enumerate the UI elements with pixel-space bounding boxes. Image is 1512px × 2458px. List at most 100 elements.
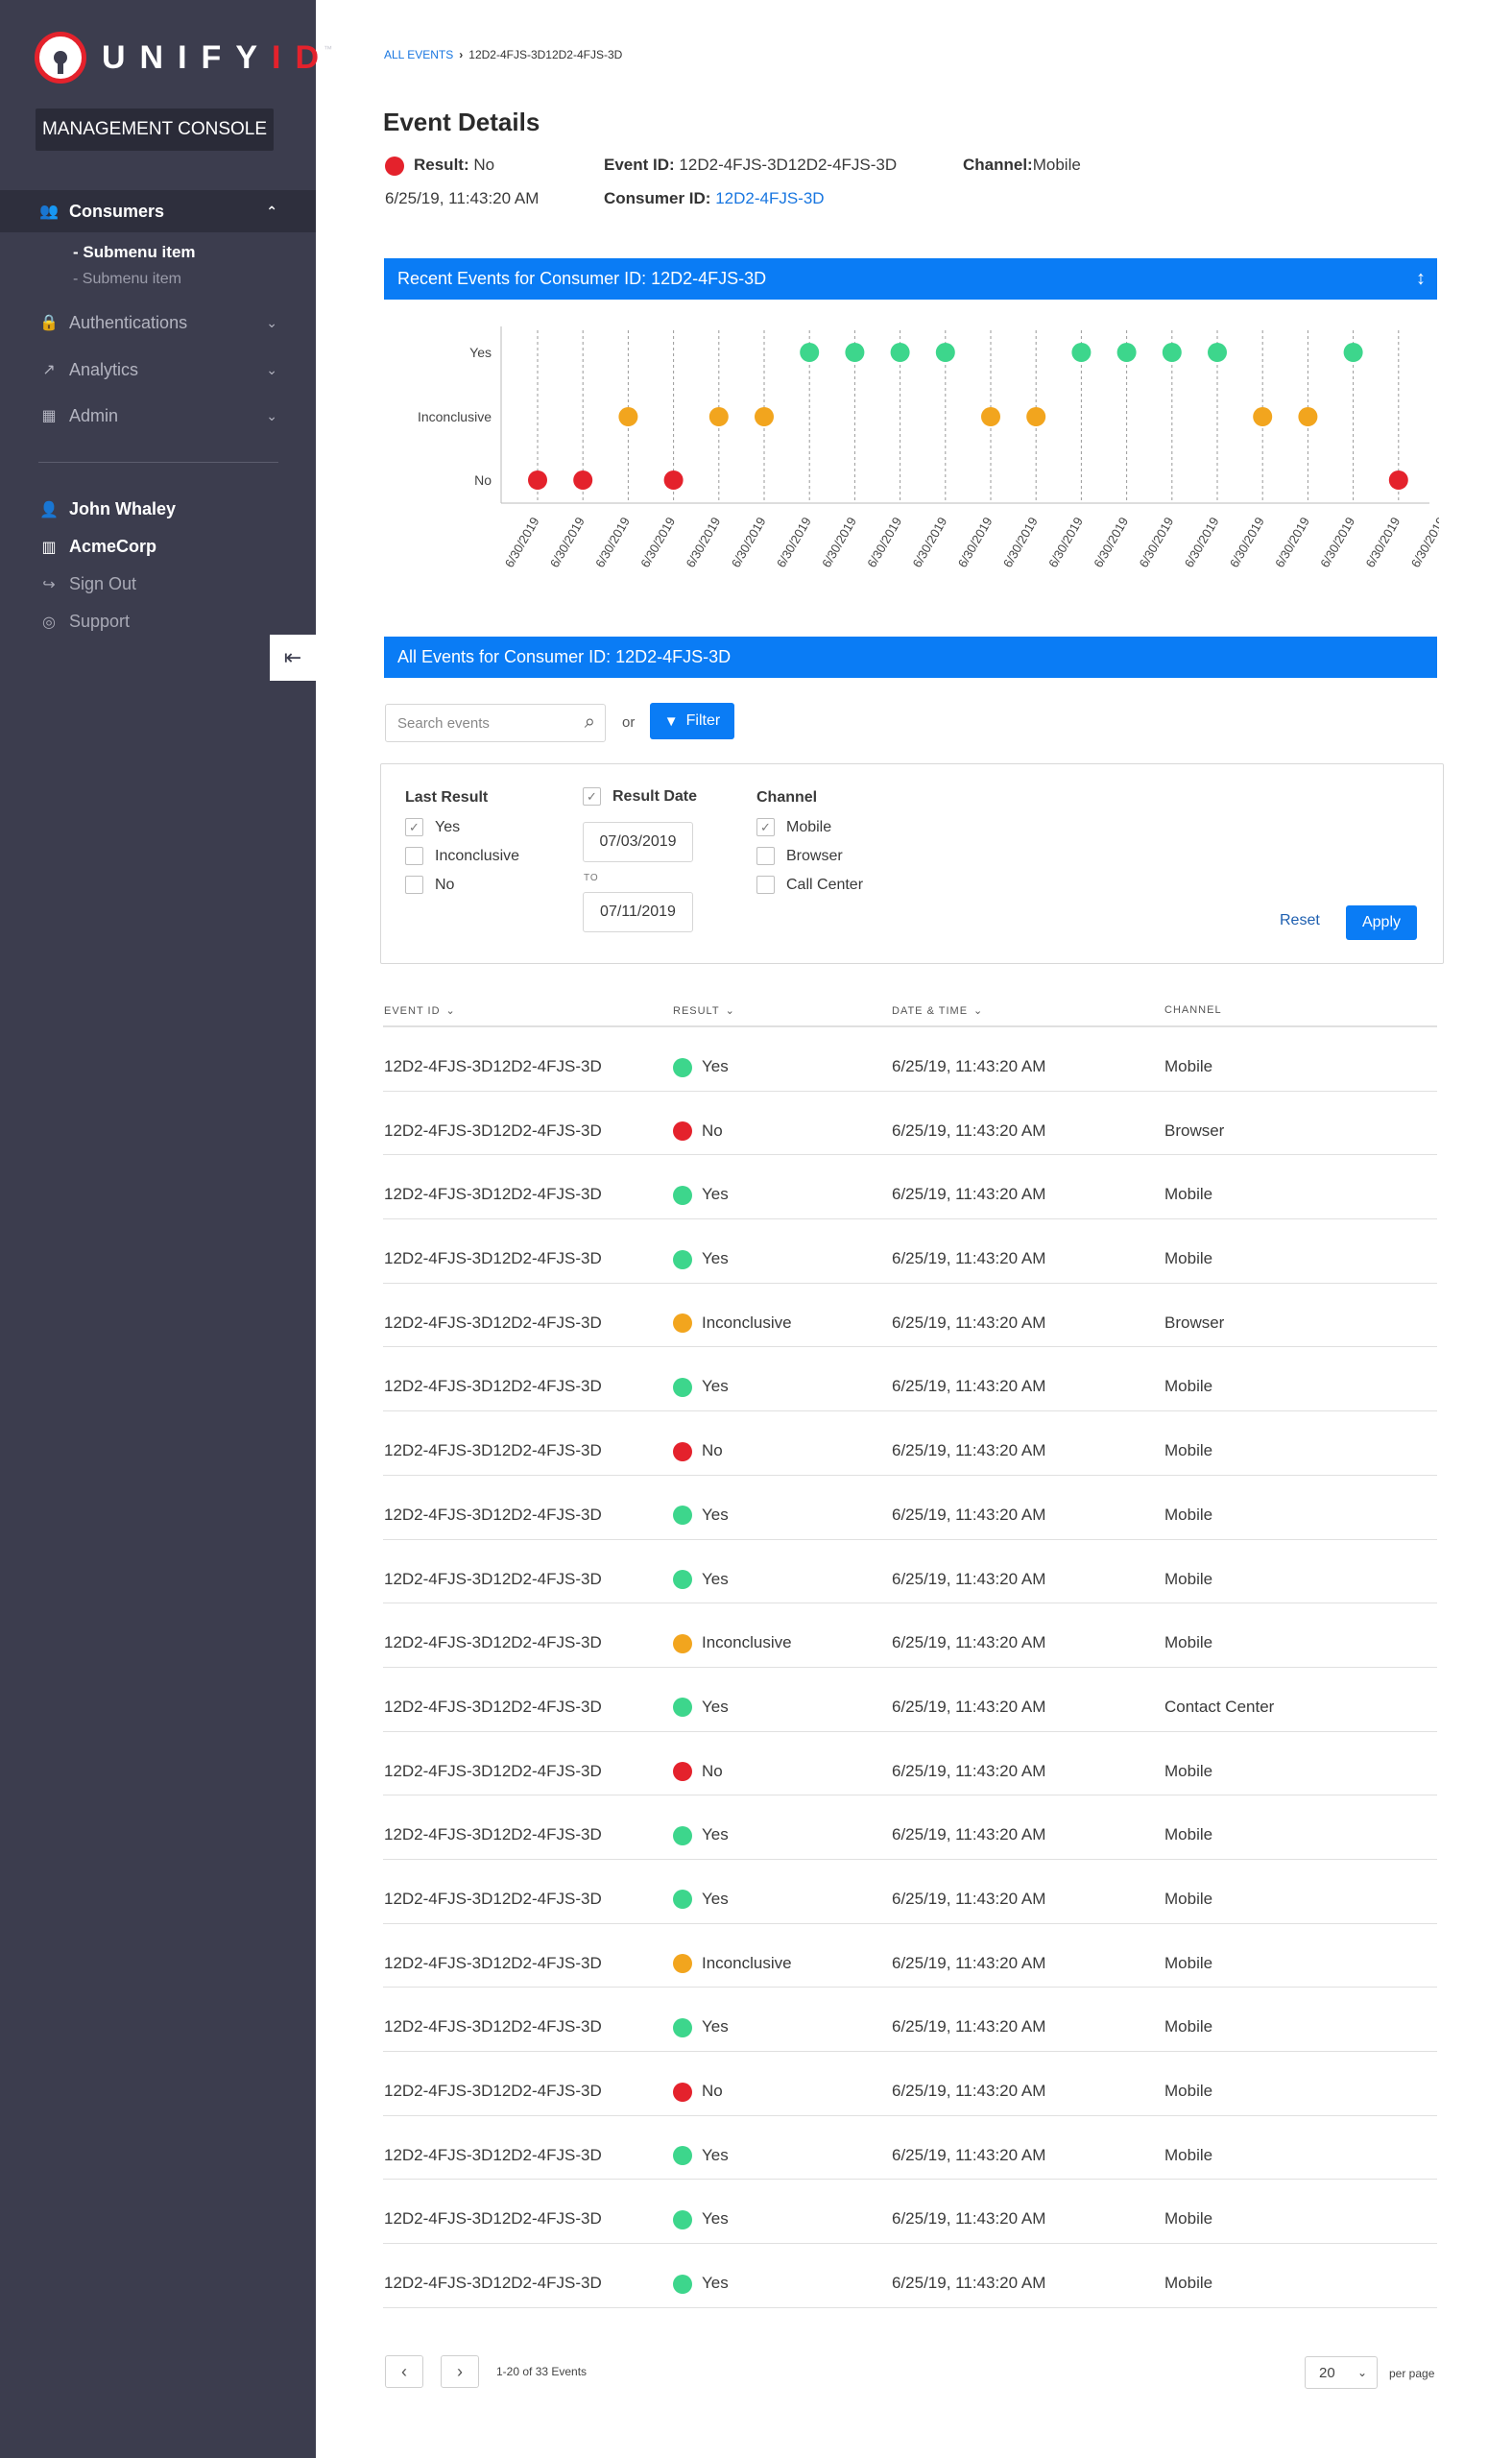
sidebar-item-admin[interactable]: ▦ Admin ⌄ <box>0 397 316 435</box>
breadcrumb-all-events[interactable]: ALL EVENTS <box>384 48 454 61</box>
data-point-yes[interactable] <box>1116 343 1137 362</box>
datetime-cell: 6/25/19, 11:43:20 AM <box>892 1185 1046 1204</box>
channel-cell: Mobile <box>1164 1249 1213 1268</box>
submenu-item-active[interactable]: - Submenu item <box>73 243 196 261</box>
apply-button[interactable]: Apply <box>1346 905 1417 940</box>
datetime-cell: 6/25/19, 11:43:20 AM <box>892 1825 1046 1844</box>
per-page-select[interactable]: 20 ⌄ <box>1305 2356 1378 2389</box>
table-row[interactable]: 12D2-4FJS-3D12D2-4FJS-3D Yes 6/25/19, 11:4… <box>383 1347 1437 1412</box>
channel-cell: Contact Center <box>1164 1697 1275 1716</box>
sign-out-label: Sign Out <box>69 574 137 593</box>
data-point-yes[interactable] <box>800 343 820 362</box>
building-icon: ▥ <box>41 539 57 556</box>
x-tick-label: 6/30/2019 <box>1091 515 1131 570</box>
table-row[interactable]: 12D2-4FJS-3D12D2-4FJS-3D Yes 6/25/19, 11:4… <box>383 1795 1437 1860</box>
filter-call-center-checkbox[interactable]: Call Center <box>756 876 863 894</box>
management-console-button[interactable]: MANAGEMENT CONSOLE <box>36 108 274 151</box>
table-row[interactable]: 12D2-4FJS-3D12D2-4FJS-3D Yes 6/25/19, 11:4… <box>383 2180 1437 2245</box>
prev-page-button[interactable]: ‹ <box>385 2355 423 2388</box>
event-id-cell: 12D2-4FJS-3D12D2-4FJS-3D <box>384 1633 602 1652</box>
column-event-id[interactable]: EVENT ID ⌄ <box>384 1005 456 1017</box>
status-dot-green <box>673 2017 692 2037</box>
data-point-yes[interactable] <box>1162 343 1182 362</box>
x-tick-label: 6/30/2019 <box>1182 515 1222 570</box>
data-point-no[interactable] <box>663 470 684 490</box>
event-id-cell: 12D2-4FJS-3D12D2-4FJS-3D <box>384 1377 602 1396</box>
filter-browser-checkbox[interactable]: Browser <box>756 847 843 865</box>
data-point-yes[interactable] <box>1208 343 1227 362</box>
search-input[interactable]: Search events ⌕ <box>385 704 606 742</box>
data-point-inconclusive[interactable] <box>1253 407 1273 426</box>
table-row[interactable]: 12D2-4FJS-3D12D2-4FJS-3D No 6/25/19, 11:43… <box>383 1092 1437 1156</box>
table-row[interactable]: 12D2-4FJS-3D12D2-4FJS-3D Inconclusive 6/25… <box>383 1924 1437 1988</box>
table-row[interactable]: 12D2-4FJS-3D12D2-4FJS-3D Inconclusive 6/25… <box>383 1603 1437 1668</box>
table-row[interactable]: 12D2-4FJS-3D12D2-4FJS-3D Inconclusive 6/25… <box>383 1284 1437 1348</box>
organization-link[interactable]: ▥ AcmeCorp <box>38 537 156 557</box>
data-point-no[interactable] <box>573 470 593 490</box>
data-point-inconclusive[interactable] <box>755 407 774 426</box>
result-cell: Yes <box>673 1570 729 1590</box>
table-row[interactable]: 12D2-4FJS-3D12D2-4FJS-3D Yes 6/25/19, 11:4… <box>383 1027 1437 1092</box>
sign-out-link[interactable]: ↪ Sign Out <box>38 574 136 594</box>
data-point-inconclusive[interactable] <box>1298 407 1318 426</box>
date-from-input[interactable]: 07/03/2019 <box>583 822 693 862</box>
recent-events-title: Recent Events for Consumer ID: 12D2-4FJS… <box>397 269 767 288</box>
filter-mobile-checkbox[interactable]: ✓ Mobile <box>756 818 831 836</box>
event-id-cell: 12D2-4FJS-3D12D2-4FJS-3D <box>384 1953 602 1972</box>
data-point-yes[interactable] <box>1343 343 1363 362</box>
breadcrumb: ALL EVENTS › 12D2-4FJS-3D12D2-4FJS-3D <box>384 48 622 61</box>
sidebar-item-authentications[interactable]: 🔒 Authentications ⌄ <box>0 303 316 342</box>
table-row[interactable]: 12D2-4FJS-3D12D2-4FJS-3D Yes 6/25/19, 11:4… <box>383 1668 1437 1732</box>
data-point-inconclusive[interactable] <box>708 407 729 426</box>
table-row[interactable]: 12D2-4FJS-3D12D2-4FJS-3D Yes 6/25/19, 11:4… <box>383 1860 1437 1924</box>
table-row[interactable]: 12D2-4FJS-3D12D2-4FJS-3D Yes 6/25/19, 11:4… <box>383 1476 1437 1540</box>
reset-button[interactable]: Reset <box>1280 912 1320 928</box>
consumer-id-link[interactable]: 12D2-4FJS-3D <box>715 189 825 207</box>
data-point-yes[interactable] <box>845 343 865 362</box>
collapse-sidebar-button[interactable]: ⇤ <box>270 635 316 681</box>
table-row[interactable]: 12D2-4FJS-3D12D2-4FJS-3D Yes 6/25/19, 11:4… <box>383 2244 1437 2308</box>
logo[interactable]: UNIFYID ™ <box>35 32 332 84</box>
submenu-item[interactable]: - Submenu item <box>73 271 181 287</box>
column-result[interactable]: RESULT ⌄ <box>673 1005 735 1017</box>
next-page-button[interactable]: › <box>441 2355 479 2388</box>
result-date-checkbox[interactable]: ✓ Result Date <box>583 787 697 806</box>
collapse-icon[interactable]: ↕ <box>1416 268 1426 289</box>
sidebar-item-analytics[interactable]: ↗ Analytics ⌄ <box>0 350 316 389</box>
data-point-no[interactable] <box>1388 470 1408 490</box>
sort-icon: ⌄ <box>725 1005 735 1017</box>
data-point-inconclusive[interactable] <box>1026 407 1046 426</box>
data-point-yes[interactable] <box>935 343 955 362</box>
data-point-inconclusive[interactable] <box>981 407 1000 426</box>
table-row[interactable]: 12D2-4FJS-3D12D2-4FJS-3D Yes 6/25/19, 11:4… <box>383 1219 1437 1284</box>
per-page-label: per page <box>1389 2367 1435 2380</box>
table-row[interactable]: 12D2-4FJS-3D12D2-4FJS-3D Yes 6/25/19, 11:4… <box>383 1155 1437 1220</box>
filter-inconclusive-checkbox[interactable]: Inconclusive <box>405 847 519 865</box>
date-to-input[interactable]: 07/11/2019 <box>583 892 693 932</box>
filter-button[interactable]: ▼ Filter <box>650 703 734 739</box>
sidebar-item-consumers[interactable]: 👥 Consumers ⌃ <box>0 190 316 232</box>
data-point-no[interactable] <box>528 470 547 490</box>
column-date-time[interactable]: DATE & TIME ⌄ <box>892 1005 984 1017</box>
table-row[interactable]: 12D2-4FJS-3D12D2-4FJS-3D Yes 6/25/19, 11:4… <box>383 1988 1437 2052</box>
support-link[interactable]: ◎ Support <box>38 612 130 632</box>
table-row[interactable]: 12D2-4FJS-3D12D2-4FJS-3D No 6/25/19, 11:43… <box>383 1411 1437 1476</box>
y-tick-label: No <box>474 472 492 488</box>
checkbox-checked-icon: ✓ <box>583 787 601 806</box>
data-point-yes[interactable] <box>1071 343 1092 362</box>
table-row[interactable]: 12D2-4FJS-3D12D2-4FJS-3D Yes 6/25/19, 11:4… <box>383 1540 1437 1604</box>
table-row[interactable]: 12D2-4FJS-3D12D2-4FJS-3D No 6/25/19, 11:43… <box>383 1732 1437 1796</box>
table-row[interactable]: 12D2-4FJS-3D12D2-4FJS-3D Yes 6/25/19, 11:4… <box>383 2116 1437 2181</box>
filter-no-checkbox[interactable]: No <box>405 876 454 894</box>
support-icon: ◎ <box>42 614 56 631</box>
user-profile-link[interactable]: 👤 John Whaley <box>38 499 176 519</box>
data-point-inconclusive[interactable] <box>618 407 638 426</box>
table-row[interactable]: 12D2-4FJS-3D12D2-4FJS-3D No 6/25/19, 11:43… <box>383 2052 1437 2116</box>
search-icon[interactable]: ⌕ <box>584 711 595 733</box>
chevron-right-icon: › <box>459 48 464 61</box>
data-point-yes[interactable] <box>890 343 910 362</box>
filter-yes-checkbox[interactable]: ✓ Yes <box>405 818 460 836</box>
channel-cell: Mobile <box>1164 1377 1213 1396</box>
channel-cell: Mobile <box>1164 1185 1213 1204</box>
lock-icon: 🔒 <box>39 315 59 331</box>
